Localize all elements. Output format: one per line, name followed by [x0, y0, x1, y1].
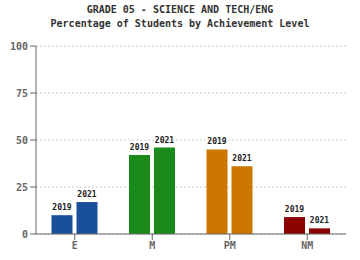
svg-text:2019: 2019 — [285, 205, 304, 214]
html-text:Percentage of Students by Achi: Percentage of Students by Achievement Le… — [50, 18, 310, 29]
svg-text:50: 50 — [16, 135, 28, 146]
svg-text:2019: 2019 — [130, 143, 149, 152]
svg-text:2019: 2019 — [52, 203, 71, 212]
svg-text:2019: 2019 — [207, 137, 226, 146]
svg-text:2021: 2021 — [310, 216, 329, 225]
svg-text:M: M — [149, 240, 155, 251]
svg-text:100: 100 — [10, 41, 28, 52]
svg-text:2021: 2021 — [232, 154, 251, 163]
svg-text:E: E — [72, 240, 78, 251]
svg-text:PM: PM — [224, 240, 236, 251]
svg-text:75: 75 — [16, 88, 28, 99]
svg-text:2021: 2021 — [155, 136, 174, 145]
html-text:GRADE 05 - SCIENCE AND TECH/EN: GRADE 05 - SCIENCE AND TECH/ENG — [86, 4, 274, 15]
svg-text:NM: NM — [301, 240, 313, 251]
svg-text:0: 0 — [22, 229, 28, 240]
svg-text:2021: 2021 — [77, 190, 96, 199]
svg-text:25: 25 — [16, 182, 28, 193]
